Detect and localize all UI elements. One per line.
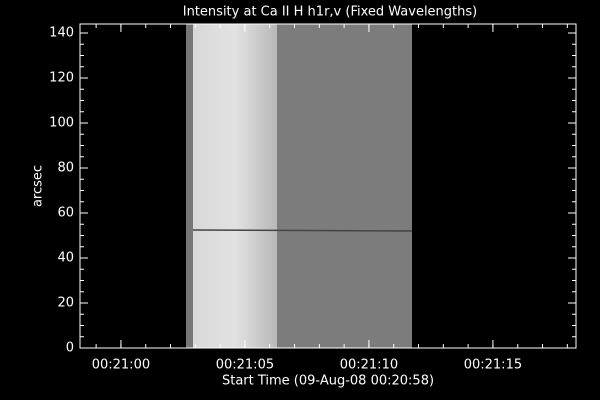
y-tick-label: 120 <box>49 71 74 86</box>
y-tick-label: 20 <box>57 296 74 311</box>
x-tick-label: 00:21:05 <box>216 358 274 373</box>
image-edge <box>186 24 194 348</box>
y-tick-label: 0 <box>66 341 74 356</box>
y-tick-label: 60 <box>57 206 74 221</box>
x-tick-label: 00:21:00 <box>92 358 150 373</box>
image-bright <box>193 24 277 348</box>
image <box>186 24 413 348</box>
x-axis-label: Start Time (09-Aug-08 00:20:58) <box>222 374 434 389</box>
plot-frame <box>79 23 577 349</box>
image-line <box>192 229 413 232</box>
y-tick-label: 40 <box>57 251 74 266</box>
x-tick-label: 00:21:15 <box>464 358 522 373</box>
x-tick-label: 00:21:10 <box>340 358 398 373</box>
y-tick-label: 100 <box>49 116 74 131</box>
chart-title: Intensity at Ca II H h1r,v (Fixed Wavele… <box>183 5 477 20</box>
y-axis-label: arcsec <box>31 165 46 207</box>
y-tick-label: 140 <box>49 26 74 41</box>
image-mid <box>277 24 412 348</box>
y-tick-label: 80 <box>57 161 74 176</box>
